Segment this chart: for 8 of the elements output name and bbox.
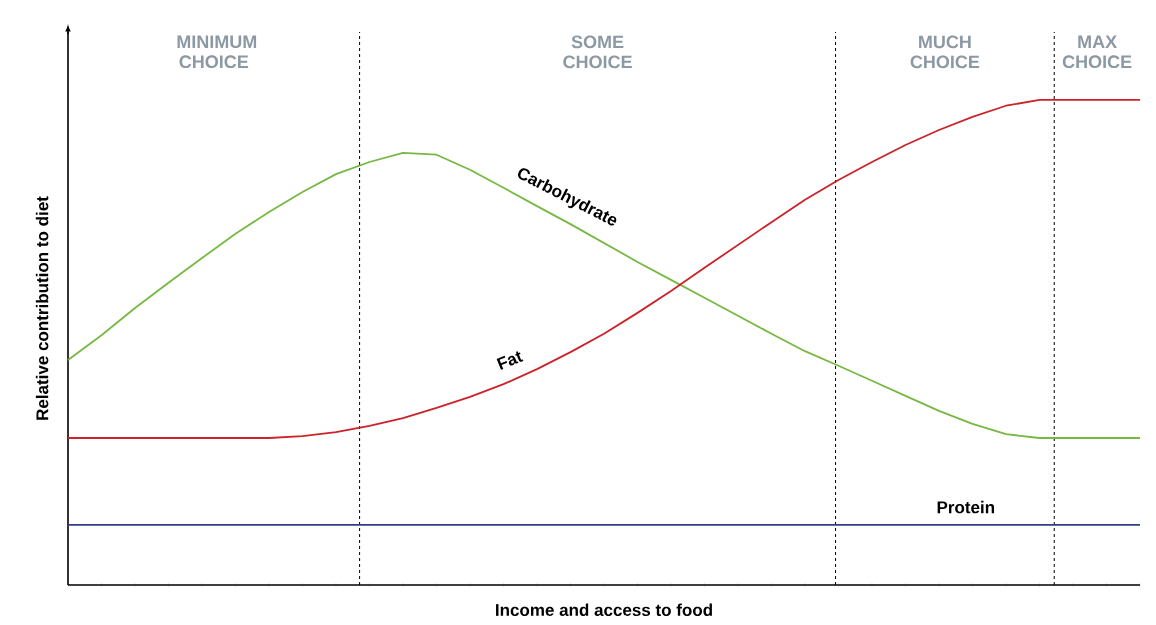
x-axis-title: Income and access to food (496, 603, 712, 617)
y-axis-title: Relative contribution to diet (35, 196, 49, 420)
text: SOME CHOICE (563, 35, 632, 69)
text: Fat (496, 351, 524, 370)
series-label: Protein (937, 500, 995, 514)
text: MUCH CHOICE (910, 35, 980, 69)
text: MINIMUM CHOICE (177, 35, 257, 69)
text: MAX CHOICE (1062, 35, 1132, 69)
